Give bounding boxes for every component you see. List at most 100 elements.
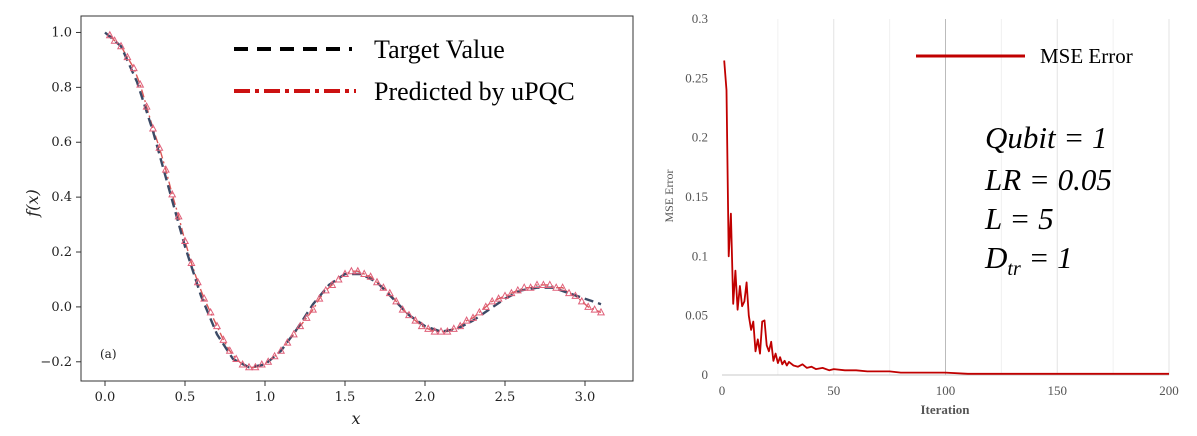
left-axis-ticks: 0.0 0.5 1.0 1.5 2.0 2.5 3.0 −0.2 0.0 0.2 0.4 0.6 0.8… [40,25,595,405]
predicted-point [123,52,132,61]
predicted-point [168,189,177,198]
predicted-point [110,36,119,44]
predicted-point [545,280,554,288]
predicted-point [430,327,439,335]
predicted-point [225,346,234,354]
annotation-l: L = 5 [984,201,1054,236]
predicted-point [289,329,298,338]
annotation-qubit: Qubit = 1 [985,120,1108,155]
predicted-point [200,294,209,302]
right-x-tick-label: 50 [827,383,840,398]
predicted-point [219,335,228,343]
left-panel-label: (a) [100,347,117,361]
right-axis-ticks: 0 50 100 150 200 0 0.05 0.1 0.15 0.2 0.25 0.3 [685,11,1179,398]
right-x-tick-label: 100 [936,383,956,398]
predicted-point [308,305,318,313]
predicted-point [520,283,529,291]
left-y-tick-label: 0.4 [51,190,72,205]
predicted-point [340,269,350,277]
predicted-point [404,310,414,319]
predicted-point [187,258,196,266]
predicted-point [251,362,260,371]
predicted-point [264,357,273,365]
predicted-point [315,294,324,302]
predicted-point [321,285,330,294]
predicted-point [302,313,311,321]
right-x-tick-label: 200 [1159,383,1179,398]
right-grid [722,19,1170,376]
left-series-group [104,30,606,371]
left-x-axis-label: x [351,409,360,428]
predicted-point [212,321,222,330]
predicted-point [507,288,516,297]
left-y-axis-label: f(x) [23,189,42,217]
predicted-point [424,324,433,332]
right-x-tick-label: 0 [719,383,726,398]
predicted-point [443,327,452,335]
predicted-point [558,283,567,291]
predicted-point [193,277,202,286]
left-x-tick-label: 3.0 [575,390,596,405]
right-legend: MSE Error [916,44,1133,68]
predicted-point [116,41,126,50]
predicted-point [590,305,599,313]
predicted-point [392,296,401,305]
left-y-tick-label: −0.2 [40,355,72,370]
right-y-tick-label: 0 [702,367,709,382]
predicted-point [411,316,420,324]
right-series-group [723,60,1169,375]
legend-predicted-label: Predicted by uPQC [374,77,575,106]
predicted-point [276,346,286,354]
annotation-dtr-sub: tr [1007,258,1021,280]
left-x-tick-label: 0.0 [95,390,116,405]
annotation-dtr-base: D [984,240,1007,275]
left-x-tick-label: 2.0 [415,390,436,405]
predicted-point [526,283,535,291]
predicted-point [257,359,266,368]
predicted-point [283,338,292,346]
predicted-point [494,294,503,302]
predicted-point [155,143,164,151]
legend-mse-label: MSE Error [1040,44,1133,68]
predicted-point [238,359,247,368]
predicted-point [468,313,478,321]
right-y-tick-label: 0.3 [692,11,708,26]
predicted-point [347,266,356,275]
predicted-point [385,288,394,297]
right-chart-panel: 0 50 100 150 200 0 0.05 0.1 0.15 0.2 0.25 0.3 Itera… [662,11,1179,417]
predicted-point [475,307,484,316]
predicted-point [142,102,151,110]
mse-series-line [723,60,1169,375]
right-x-tick-label: 150 [1048,383,1068,398]
predicted-point [436,327,446,335]
predicted-point [372,277,382,286]
annotation-dtr-tail: = 1 [1021,240,1073,275]
predicted-point [206,307,215,316]
legend-target-label: Target Value [374,35,505,64]
predicted-point [129,63,138,72]
predicted-point [500,291,510,299]
predicted-point [577,296,586,305]
right-y-tick-label: 0.05 [685,308,708,323]
predicted-point [532,280,542,288]
predicted-point [270,351,279,360]
predicted-point [513,285,522,294]
predicted-point [449,324,458,332]
predicted-point [244,362,254,371]
left-y-tick-label: 0.8 [51,80,72,95]
right-y-tick-label: 0.2 [692,130,708,145]
left-y-tick-label: 0.2 [51,245,72,260]
left-y-tick-label: 0.6 [51,135,72,150]
predicted-point [174,211,183,220]
predicted-point [539,280,548,288]
predicted-point [334,274,343,283]
predicted-point [584,302,593,310]
left-chart-panel: 0.0 0.5 1.0 1.5 2.0 2.5 3.0 −0.2 0.0 0.2 0.4 0.6 0.8… [23,15,634,428]
annotation-lr: LR = 0.05 [984,162,1112,197]
predicted-point [296,321,305,330]
predicted-point [481,302,490,310]
predicted-point [328,280,337,288]
left-x-tick-label: 1.5 [335,390,356,405]
predicted-point [161,165,170,173]
